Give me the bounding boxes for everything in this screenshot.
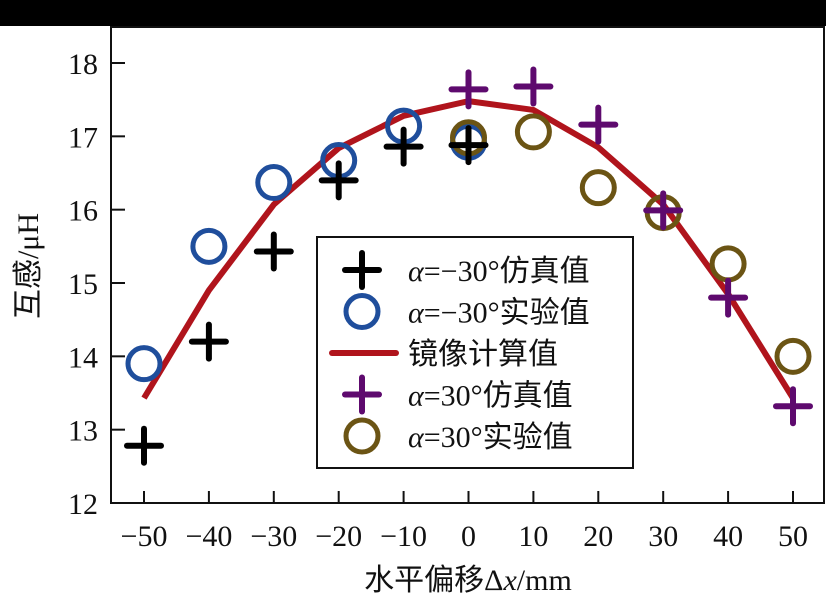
legend-item: α=−30°仿真值 [342,250,590,290]
legend-circle-icon [343,417,381,455]
plus-marker [448,125,489,166]
plus-marker [708,277,749,318]
x-tick-label: −50 [121,520,168,553]
x-tick-label: 40 [713,520,743,553]
y-axis-ticks: 12 13 14 15 16 17 18 [68,48,125,521]
x-tick-label: −20 [315,520,362,553]
x-axis-title: 水平偏移Δx/mm [364,564,572,596]
circle-marker [774,337,812,375]
y-tick-label: 17 [68,121,98,154]
plus-marker [513,66,554,107]
x-tick-label: −10 [380,520,427,553]
legend-label: α=30°仿真值 [408,380,573,413]
circle-marker [514,113,552,151]
legend-item: α=30°实验值 [343,417,573,455]
legend-plus-icon [342,250,382,290]
x-tick-label: 30 [648,520,678,553]
series-0 [124,125,489,466]
x-tick-label: 10 [518,520,548,553]
plus-marker [448,69,489,110]
y-tick-label: 15 [68,268,98,301]
legend-item: 镜像计算值 [329,338,558,371]
y-tick-label: 12 [68,488,98,521]
circle-marker [579,169,617,207]
plus-marker [318,160,359,201]
y-tick-label: 18 [68,48,98,81]
y-axis-title: 互感/μH [12,213,45,319]
plus-marker [578,104,619,145]
x-tick-label: 20 [583,520,613,553]
circle-marker [125,345,163,383]
legend-item: α=−30°实验值 [343,293,590,330]
x-tick-label: −30 [250,520,297,553]
plus-marker [773,386,813,427]
circle-marker [190,227,228,265]
y-tick-label: 16 [68,195,98,228]
circle-marker [255,164,293,202]
plus-marker [188,321,229,362]
top-black-band [0,0,826,26]
legend-label: α=−30°仿真值 [408,255,590,288]
x-tick-label: −40 [185,520,232,553]
legend-label: 镜像计算值 [408,338,558,371]
plus-marker [383,126,424,167]
legend-circle-icon [343,293,381,330]
legend-label: α=30°实验值 [408,421,573,454]
data-series [124,66,813,466]
series-3 [448,66,813,427]
y-tick-label: 14 [68,341,98,374]
plus-marker [124,425,164,466]
legend-label: α=−30°实验值 [408,297,590,330]
x-axis-ticks: −50 −40 −30 −20 −10 0 10 20 30 40 50 [121,491,808,553]
x-tick-label: 0 [461,520,476,553]
legend-item: α=30°仿真值 [342,374,573,415]
y-tick-label: 13 [68,415,98,448]
plus-marker [643,190,684,231]
x-tick-label: 50 [778,520,808,553]
plus-marker [253,231,294,272]
legend-plus-icon [342,374,382,415]
